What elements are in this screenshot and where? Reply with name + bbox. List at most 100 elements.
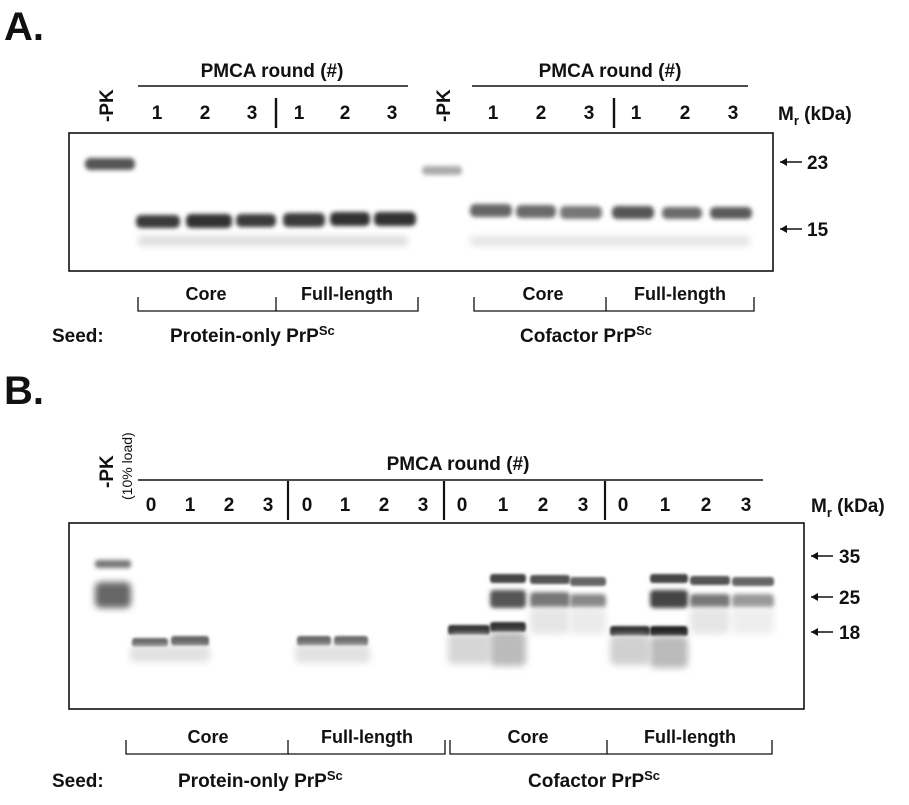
band-smear xyxy=(570,608,606,634)
lane-label: 1 xyxy=(152,103,163,124)
band-cofactor-full-length xyxy=(612,206,654,219)
lane-label: 2 xyxy=(538,495,549,516)
lane-label: 1 xyxy=(340,495,351,516)
band-cofactor-full-length xyxy=(710,207,752,219)
lane-label: 0 xyxy=(457,495,468,516)
panel-b-label: B. xyxy=(4,369,44,413)
band-smear xyxy=(650,636,688,668)
marker-23: 23 xyxy=(807,153,828,174)
band-cofactor-core-35 xyxy=(490,574,526,583)
panel-a-seed-label: Seed: xyxy=(52,326,104,347)
group-label-full-length: Full-length xyxy=(321,727,413,747)
band-core xyxy=(136,215,180,228)
panel-a-minus-pk-right: -PK xyxy=(434,89,455,122)
marker-arrowhead xyxy=(811,552,818,560)
lane-label: 1 xyxy=(185,495,196,516)
group-label-full-length: Full-length xyxy=(644,727,736,747)
panel-b-lane-labels: 0 1 2 3 0 1 2 3 0 1 2 3 0 1 2 3 xyxy=(146,495,752,516)
band-core xyxy=(132,638,168,647)
lane-label: 0 xyxy=(618,495,629,516)
band-cofactor-core xyxy=(560,206,602,219)
band-cofactor-core-25 xyxy=(570,594,606,608)
group-label-core: Core xyxy=(522,284,563,304)
band-full-length xyxy=(297,636,331,646)
band-lower-smear xyxy=(470,236,750,246)
marker-arrowhead xyxy=(780,225,787,233)
band-cofactor-core xyxy=(470,204,512,217)
lane-label: 0 xyxy=(146,495,157,516)
band-smear xyxy=(130,646,210,662)
panel-a-lane-labels-left: 1 2 3 1 2 3 xyxy=(152,103,398,124)
panel-b-pmca-label: PMCA round (#) xyxy=(387,454,530,475)
band-smear xyxy=(490,632,526,666)
panel-b: B. -PK (10% load) PMCA round (#) 0 1 2 3… xyxy=(4,369,885,792)
band-cofactor-full-35 xyxy=(690,576,730,585)
lane-label: 3 xyxy=(584,103,595,124)
bracket-core-right xyxy=(449,740,608,755)
panel-b-load-note: (10% load) xyxy=(119,432,135,500)
panel-b-brackets xyxy=(125,740,773,755)
lane-label: 1 xyxy=(294,103,305,124)
band-cofactor-full-18 xyxy=(610,626,650,636)
group-label-full-length: Full-length xyxy=(634,284,726,304)
marker-35: 35 xyxy=(839,547,861,568)
marker-arrowhead xyxy=(780,158,787,166)
panel-a-bands xyxy=(85,158,752,246)
panel-a-seed-right: Cofactor PrPSc xyxy=(520,323,652,347)
lane-label: 1 xyxy=(660,495,671,516)
band-minus-pk xyxy=(95,560,131,568)
band-cofactor-full-25 xyxy=(650,590,688,608)
band-cofactor-full-length xyxy=(662,207,702,219)
panel-b-mr-label: Mr (kDa) xyxy=(811,496,885,520)
panel-a-label: A. xyxy=(4,5,44,49)
marker-15: 15 xyxy=(807,220,829,241)
panel-a-lane-labels-right: 1 2 3 1 2 3 xyxy=(488,103,739,124)
bracket-full-right xyxy=(607,740,773,755)
band-cofactor-core-25 xyxy=(530,592,570,608)
band-cofactor-full-25 xyxy=(732,594,774,608)
band-smear xyxy=(690,608,730,634)
panel-a-blot-frame xyxy=(68,132,774,272)
lane-label: 2 xyxy=(680,103,691,124)
bracket-core-right xyxy=(473,297,607,312)
bracket-full-left xyxy=(288,740,446,755)
panel-a-seed-left: Protein-only PrPSc xyxy=(170,323,335,347)
lane-label: 3 xyxy=(418,495,429,516)
band-full-length xyxy=(334,636,368,646)
panel-a-mr-label: Mr (kDa) xyxy=(778,104,852,128)
lane-label: 3 xyxy=(263,495,274,516)
band-full-length xyxy=(283,213,325,227)
panel-b-lane-dividers xyxy=(286,481,607,520)
band-cofactor-core-18 xyxy=(490,622,526,632)
lane-label: 1 xyxy=(488,103,499,124)
bracket-core-left xyxy=(137,297,277,312)
panel-b-minus-pk: -PK xyxy=(97,455,118,488)
panel-a-brackets xyxy=(137,297,755,312)
band-smear xyxy=(448,634,490,664)
panel-b-markers: 35 25 18 xyxy=(811,547,861,644)
lane-label: 0 xyxy=(302,495,313,516)
lane-label: 2 xyxy=(224,495,235,516)
lane-label: 2 xyxy=(701,495,712,516)
band-smear xyxy=(732,608,774,634)
band-core xyxy=(186,214,232,228)
band-lower-smear xyxy=(138,236,408,246)
panel-b-seed-label: Seed: xyxy=(52,771,104,792)
panel-a-group-labels: Core Full-length Core Full-length xyxy=(185,284,726,304)
lane-label: 3 xyxy=(247,103,258,124)
lane-label: 3 xyxy=(741,495,752,516)
band-cofactor-full-25 xyxy=(690,594,730,608)
band-core xyxy=(171,636,209,646)
panel-b-seed-left: Protein-only PrPSc xyxy=(178,768,343,792)
group-label-core: Core xyxy=(185,284,226,304)
marker-25: 25 xyxy=(839,588,861,609)
band-cofactor-core-25 xyxy=(490,590,526,608)
group-label-core: Core xyxy=(507,727,548,747)
band-cofactor-core xyxy=(516,205,556,218)
lane-label: 1 xyxy=(498,495,509,516)
panel-b-group-labels: Core Full-length Core Full-length xyxy=(187,727,736,747)
band-minus-pk xyxy=(85,158,135,170)
marker-arrowhead xyxy=(811,628,818,636)
